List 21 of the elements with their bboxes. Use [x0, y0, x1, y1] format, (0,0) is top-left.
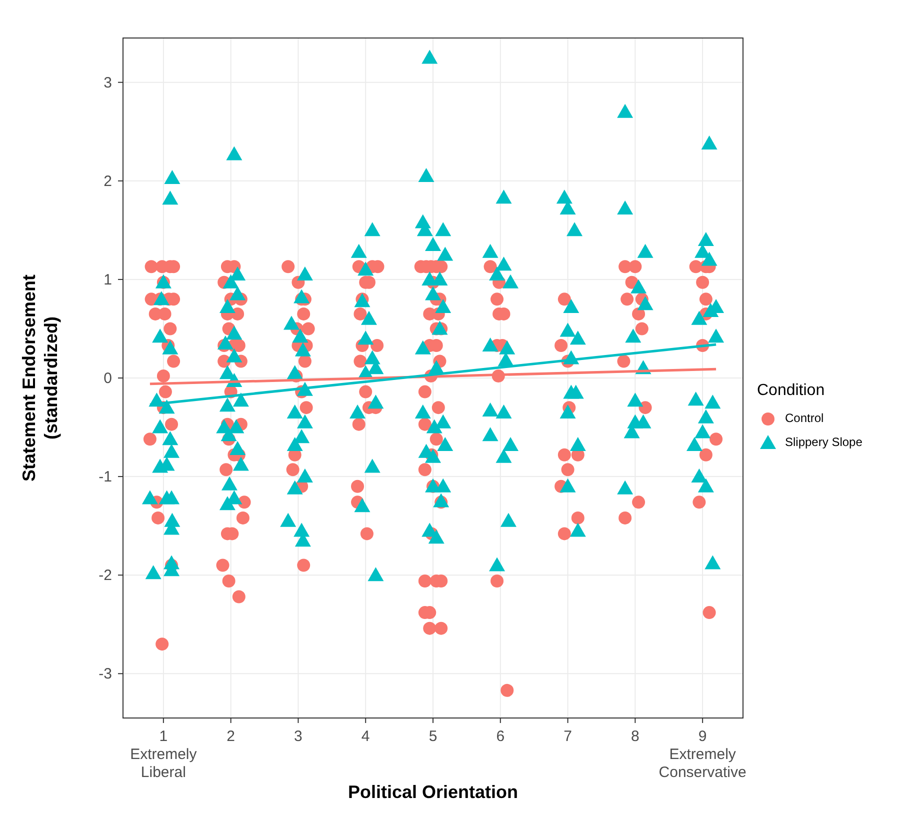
y-tick-label: 2	[104, 172, 112, 190]
x-tick-label: 5	[428, 728, 438, 745]
x-tick-label: 6	[496, 728, 505, 745]
x-tick-label: 1 Extremely Liberal	[130, 728, 198, 781]
x-tick-label: 7	[564, 728, 572, 745]
x-axis-title: Political Orientation	[348, 782, 518, 802]
x-tick-label: 4	[361, 728, 370, 745]
y-tick-label: 1	[104, 271, 112, 288]
x-tick-label: 9 Extremely Conservative	[658, 728, 746, 781]
x-tick-label: 2	[226, 728, 235, 745]
y-tick-label: 0	[104, 370, 112, 387]
legend-label: Slippery Slope	[785, 435, 862, 449]
legend-label: Control	[785, 411, 824, 425]
y-tick-label: -2	[98, 567, 112, 584]
y-tick-label: 3	[104, 74, 112, 92]
y-tick-label: -3	[98, 666, 112, 683]
legend-title: Condition	[757, 382, 826, 400]
y-axis-title: Statement Endorsement (standardized)	[19, 274, 61, 482]
x-tick-label: 3	[294, 728, 302, 745]
y-tick-label: -1	[98, 468, 112, 486]
x-tick-label: 8	[631, 728, 640, 745]
